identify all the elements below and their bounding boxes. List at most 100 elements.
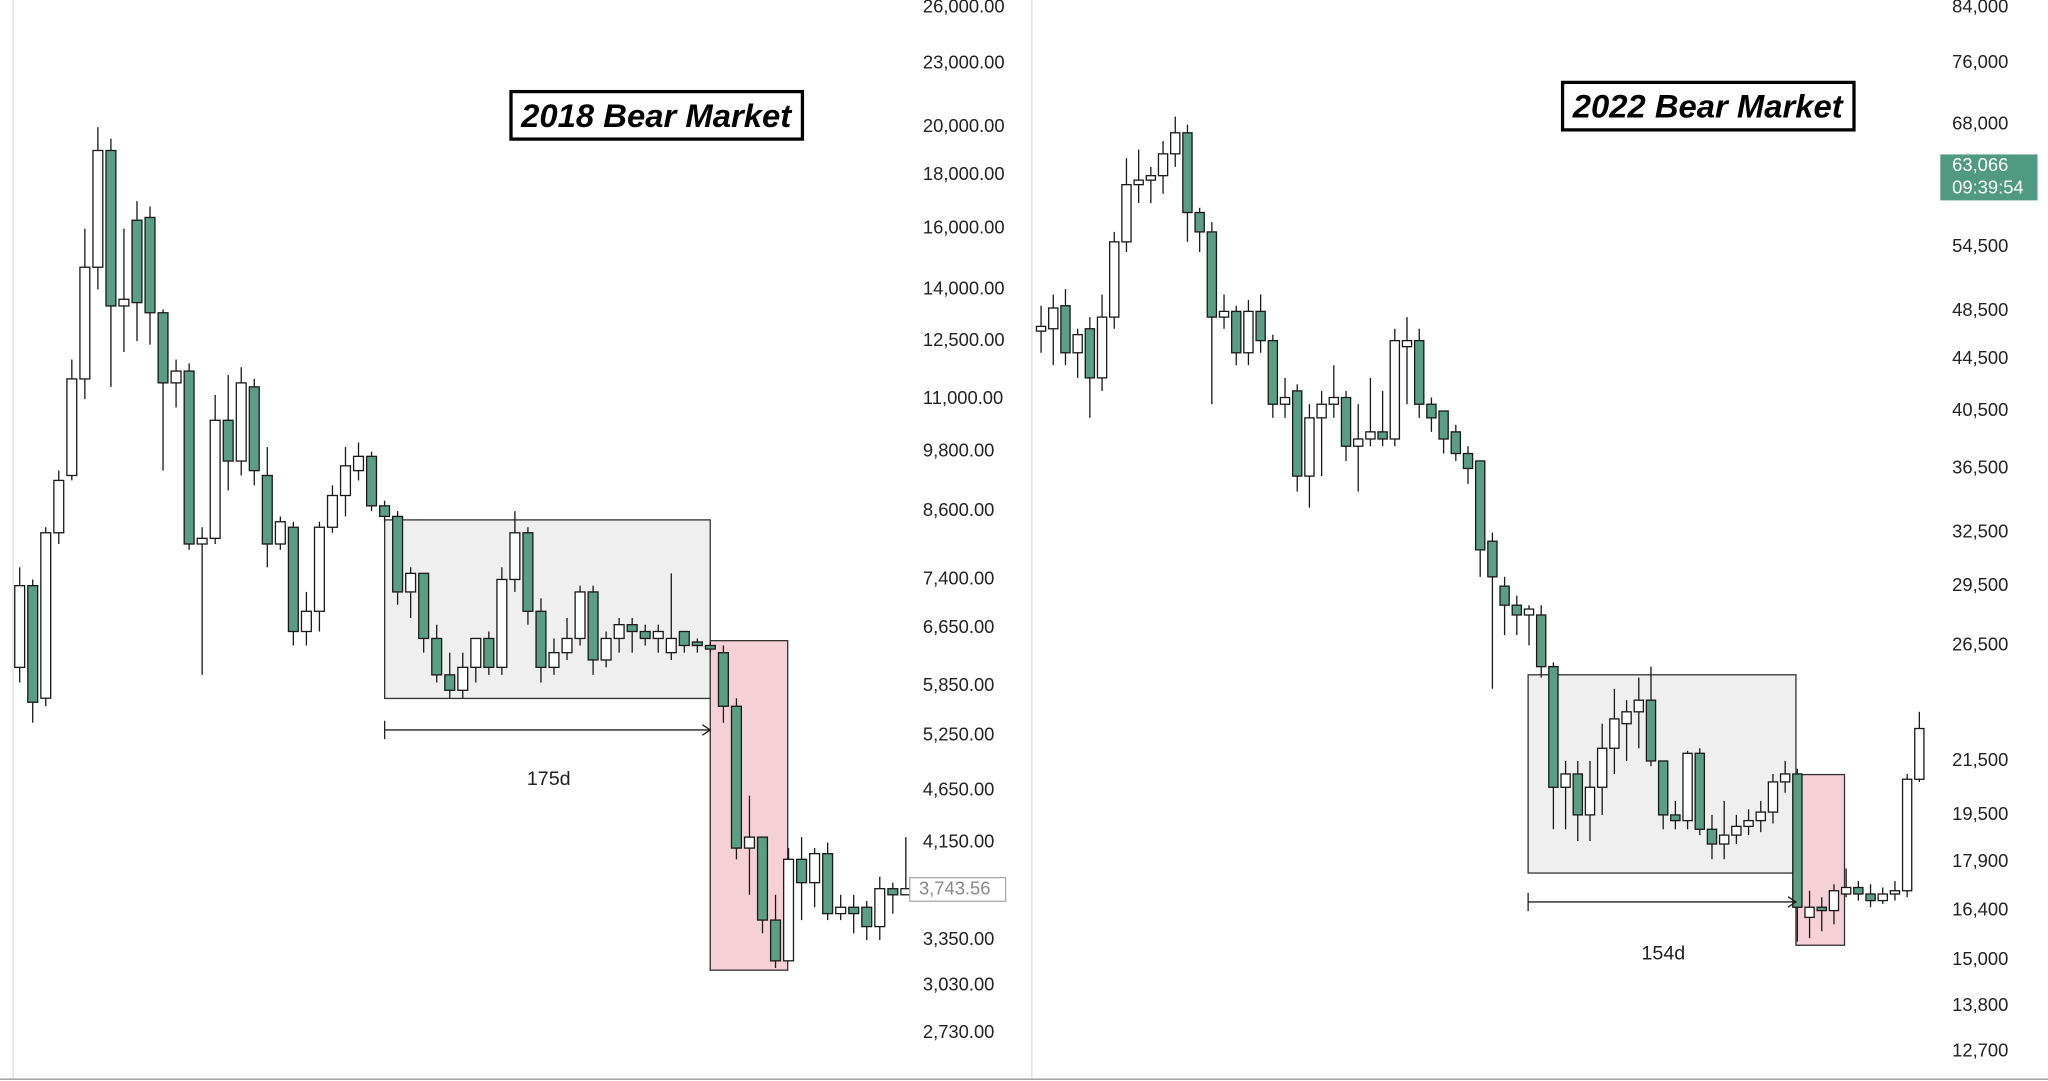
candle-body [1230, 310, 1242, 354]
candle-body [1413, 339, 1425, 405]
candle-body [1633, 699, 1645, 713]
candle-body [1182, 132, 1193, 214]
candle-body [339, 465, 352, 497]
candle-body [1889, 890, 1901, 895]
candle-body [1450, 431, 1462, 455]
candle-body [613, 624, 625, 640]
candle-body [1426, 403, 1437, 419]
candle-body [1133, 179, 1144, 186]
candle-body [1316, 403, 1327, 419]
y-tick-label: 12,500.00 [923, 329, 1005, 350]
candle-body [522, 532, 534, 612]
candle-body [678, 630, 690, 647]
candle-body [483, 637, 495, 669]
candle-body [365, 455, 378, 507]
candle-body [1401, 339, 1413, 348]
candle-body [326, 494, 339, 528]
y-tick-label: 26,000.00 [923, 0, 1005, 17]
candle-body [1340, 396, 1352, 447]
candle-body [756, 836, 769, 921]
candle-body [1901, 778, 1913, 892]
candle-body [809, 853, 821, 884]
candles [14, 127, 912, 969]
candle-body [861, 906, 873, 928]
candle-body [496, 578, 508, 669]
candle-body [730, 705, 743, 849]
candle-body [378, 505, 391, 518]
y-tick-label: 15,000 [1952, 948, 2008, 969]
y-tick-label: 4,650.00 [923, 779, 994, 800]
candle-body [1865, 893, 1876, 902]
candle-body [1109, 241, 1120, 318]
candle-body [1584, 786, 1596, 816]
y-tick-label: 29,500 [1952, 574, 2008, 595]
candle-body [1596, 747, 1608, 788]
candle-body [665, 637, 677, 654]
candle-body [352, 455, 365, 472]
candle-body [1377, 431, 1388, 440]
candle-body [79, 266, 91, 380]
candle-body [1304, 417, 1315, 477]
candle-body [1267, 339, 1279, 405]
candle-body [1731, 825, 1742, 836]
candle-body [1438, 410, 1449, 440]
candle-body [1462, 452, 1474, 470]
candle-body [170, 370, 182, 384]
capitulation-box [1795, 773, 1846, 946]
candle-body [1670, 814, 1681, 822]
candle-body [1657, 760, 1669, 816]
y-tick-label: 68,000 [1952, 112, 2008, 133]
y-tick-label: 14,000.00 [923, 277, 1005, 298]
duration-label: 175d [527, 768, 571, 790]
candle-body [1682, 752, 1693, 822]
chart-title: 2018 Bear Market [520, 97, 793, 134]
y-tick-label: 12,700 [1952, 1040, 2008, 1061]
candle-body [144, 216, 156, 314]
y-tick-label: 17,900 [1952, 850, 2008, 871]
y-tick-label: 18,000.00 [923, 163, 1005, 184]
candle-body [40, 532, 52, 699]
y-tick-label: 4,150.00 [923, 830, 994, 851]
candle-body [209, 419, 221, 540]
candle-body [235, 382, 247, 462]
title-box [1560, 80, 1856, 132]
candle-body [887, 888, 899, 896]
y-tick-label: 9,800.00 [923, 440, 994, 461]
candle-body [157, 312, 169, 384]
duration-arrow [384, 720, 1798, 912]
candle-body [743, 836, 756, 849]
candle-body [1523, 608, 1535, 616]
y-tick-label: 40,500 [1952, 399, 2008, 420]
candle-body [509, 532, 521, 581]
y-tick-label: 32,500 [1952, 520, 2008, 541]
y-tick-label: 76,000 [1952, 51, 2008, 72]
chart-title: 2022 Bear Market [1572, 88, 1845, 125]
y-tick-label: 23,000.00 [923, 51, 1005, 72]
candle-body [66, 378, 78, 477]
candle-body [14, 584, 26, 669]
candle-body [1718, 834, 1730, 845]
y-tick-label: 5,850.00 [923, 674, 994, 695]
candle-body [1218, 310, 1230, 318]
candle-body [1535, 614, 1547, 668]
candle-body [1328, 396, 1340, 405]
candle-body [470, 637, 482, 669]
title-box [509, 89, 805, 141]
candle-body [1560, 773, 1571, 788]
y-tick-label: 11,000.00 [923, 387, 1003, 408]
candle-body [1609, 718, 1620, 749]
candle-body [1755, 811, 1767, 822]
candle-body [1694, 752, 1706, 830]
candle-body [444, 674, 456, 691]
candle-body [1499, 585, 1510, 606]
candle-body [1389, 339, 1401, 440]
y-tick-label: 13,800 [1952, 994, 2008, 1015]
y-tick-label: 2,730.00 [923, 1021, 994, 1042]
candle-body [222, 419, 234, 462]
candle-body [27, 584, 39, 703]
candle-body [796, 858, 808, 884]
candle-body [1035, 325, 1047, 332]
y-tick-label: 16,400 [1952, 898, 2008, 919]
candle-body [639, 630, 651, 640]
candle-body [1914, 727, 1925, 780]
